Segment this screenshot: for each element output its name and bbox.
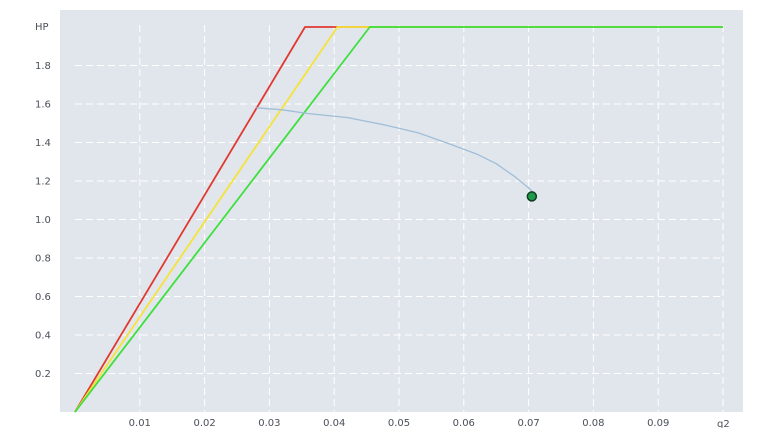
y-tick-label: 0.8 (35, 254, 51, 265)
y-tick-label: 0.4 (35, 331, 51, 342)
tick-labels: 0.2 0.4 0.6 0.8 1.0 1.2 1.4 1.6 1.8 0.01 0.02 0.03 0… (35, 61, 669, 428)
x-tick-label: 0.05 (388, 418, 410, 428)
y-tick-label: 1.2 (35, 177, 51, 188)
x-axis-label: q2 (717, 419, 730, 428)
y-tick-label: 0.6 (35, 292, 51, 303)
x-tick-label: 0.01 (129, 418, 151, 428)
y-tick-label: 1.6 (35, 100, 51, 111)
x-tick-label: 0.06 (453, 418, 475, 428)
plot-area (60, 10, 743, 412)
x-tick-label: 0.09 (647, 418, 669, 428)
y-tick-label: 0.2 (35, 369, 51, 380)
y-axis-label: HP (35, 22, 49, 33)
y-tick-label: 1.8 (35, 61, 51, 72)
x-tick-label: 0.07 (517, 418, 539, 428)
x-tick-label: 0.02 (193, 418, 215, 428)
series-layer (74, 26, 723, 413)
current-point-marker (526, 191, 538, 202)
grid (75, 25, 724, 412)
series-line-green (74, 26, 723, 413)
series-line-trajectory (256, 107, 533, 192)
marker-layer (526, 191, 538, 202)
y-tick-label: 1.4 (35, 138, 51, 149)
y-tick-label: 1.0 (35, 215, 51, 226)
x-tick-label: 0.08 (582, 418, 604, 428)
x-tick-label: 0.04 (323, 418, 345, 428)
x-tick-label: 0.03 (258, 418, 280, 428)
